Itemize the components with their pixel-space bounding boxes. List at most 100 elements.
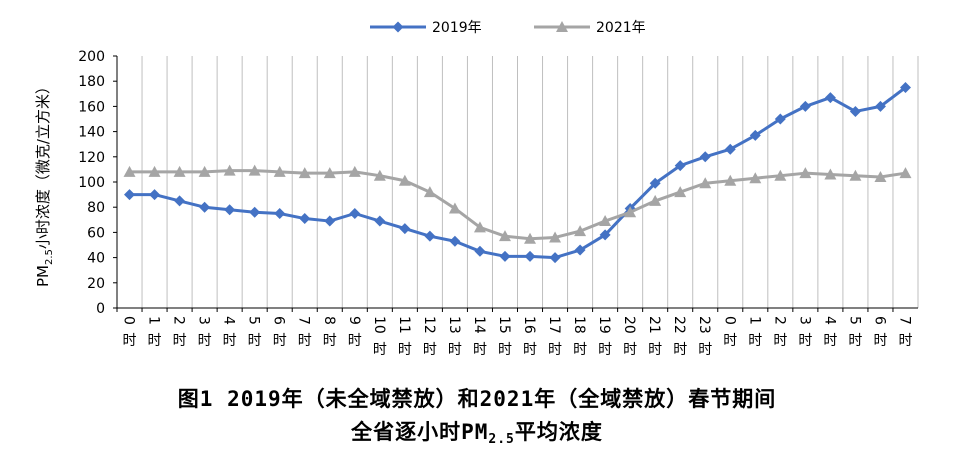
data-point	[398, 174, 411, 186]
data-point	[649, 194, 662, 206]
x-tick-label: 1时	[746, 316, 762, 349]
x-tick-unit: 时	[273, 333, 287, 349]
x-tick-unit: 时	[248, 333, 262, 349]
x-tick-label: 6时	[871, 316, 887, 349]
data-point	[674, 160, 686, 172]
x-tick-label: 3时	[796, 316, 812, 349]
data-point	[123, 165, 136, 177]
y-tick-label: 180	[78, 74, 105, 90]
legend: 2019年 2021年	[370, 20, 646, 36]
data-point	[799, 167, 812, 179]
x-tick-label: 2时	[771, 316, 787, 349]
x-tick-number: 13	[446, 316, 462, 334]
x-tick-unit: 时	[898, 333, 912, 349]
x-tick-unit: 时	[173, 333, 187, 349]
data-point	[274, 208, 286, 219]
x-tick-number: 1	[146, 316, 162, 325]
x-tick-unit: 时	[373, 342, 387, 358]
x-tick-label: 21 时	[646, 316, 662, 358]
category-gridlines	[141, 56, 919, 308]
x-tick-label: 4时	[821, 316, 837, 349]
x-tick-number: 0	[121, 316, 137, 325]
data-point	[324, 215, 336, 227]
x-tick-unit: 时	[123, 333, 137, 349]
x-tick-number: 4	[821, 316, 837, 325]
x-tick-unit: 时	[498, 342, 512, 358]
x-tick-label: 20 时	[621, 316, 637, 358]
x-tick-number: 2	[171, 316, 187, 325]
x-tick-number: 4	[221, 316, 237, 325]
data-point	[624, 206, 637, 218]
x-tick-unit: 时	[848, 333, 862, 349]
data-point	[249, 206, 261, 218]
x-tick-number: 22	[671, 316, 687, 334]
x-tick-label: 10 时	[371, 316, 387, 358]
x-tick-unit: 时	[223, 333, 237, 349]
x-tick-number: 3	[196, 316, 212, 325]
caption-line2-post: 平均浓度	[514, 420, 603, 444]
x-tick-label: 13 时	[446, 316, 462, 358]
data-point	[148, 165, 161, 177]
data-point	[298, 167, 311, 179]
x-tick-label: 17 时	[546, 316, 562, 358]
x-tick-label: 16 时	[521, 316, 537, 358]
data-point	[574, 225, 587, 237]
data-point	[348, 165, 361, 177]
x-tick-number: 2	[771, 316, 787, 325]
legend-label: 2019年	[432, 20, 482, 36]
x-tick-number: 9	[346, 316, 362, 325]
x-tick-number: 5	[246, 316, 262, 325]
x-tick-unit: 时	[523, 342, 537, 358]
data-point	[399, 223, 411, 235]
legend-marker	[556, 21, 568, 32]
x-tick-number: 20	[621, 316, 637, 334]
x-tick-number: 21	[646, 316, 662, 334]
x-tick-label: 3时	[196, 316, 212, 349]
x-tick-unit: 时	[573, 342, 587, 358]
x-tick-unit: 时	[773, 333, 787, 349]
x-tick-unit: 时	[423, 342, 437, 358]
legend-marker	[392, 21, 404, 33]
y-tick-label: 80	[87, 200, 105, 216]
x-tick-unit: 时	[448, 342, 462, 358]
x-tick-number: 6	[871, 316, 887, 325]
data-point	[448, 202, 461, 214]
x-tick-label: 18 时	[571, 316, 587, 358]
y-tick-label: 40	[87, 251, 105, 267]
x-tick-unit: 时	[548, 342, 562, 358]
data-point	[699, 177, 712, 189]
x-tick-unit: 时	[673, 342, 687, 358]
data-point	[424, 230, 436, 242]
data-point	[749, 129, 761, 141]
x-tick-number: 14	[471, 316, 487, 334]
data-point	[874, 100, 886, 112]
data-point	[699, 151, 711, 163]
x-tick-number: 16	[521, 316, 537, 334]
x-tick-label: 15 时	[496, 316, 512, 358]
legend-item: 2021年	[534, 20, 646, 36]
x-tick-unit: 时	[398, 342, 412, 358]
x-tick-label: 5时	[246, 316, 262, 349]
data-point	[649, 177, 661, 189]
data-point	[524, 232, 537, 244]
caption-line2-sub: 2.5	[488, 432, 515, 447]
data-point	[499, 250, 511, 262]
series-lines	[123, 82, 912, 264]
data-point	[373, 169, 386, 181]
data-point	[299, 213, 311, 225]
x-tick-label: 0时	[721, 316, 737, 349]
data-point	[349, 208, 361, 219]
x-tick-label: 6时	[271, 316, 287, 349]
x-tick-label: 22 时	[671, 316, 687, 358]
x-tick-label: 4时	[221, 316, 237, 349]
x-axis-ticks: 0时1时2时3时4时5时6时7时8时9时10时11时12时13时14时15时16…	[116, 308, 912, 358]
data-point	[824, 92, 836, 104]
data-point	[874, 170, 887, 182]
y-tick-label: 200	[78, 49, 105, 65]
y-tick-label: 100	[78, 175, 105, 191]
data-point	[749, 172, 762, 184]
data-point	[774, 169, 787, 181]
data-point	[273, 165, 286, 177]
x-tick-unit: 时	[298, 333, 312, 349]
data-point	[524, 250, 536, 262]
